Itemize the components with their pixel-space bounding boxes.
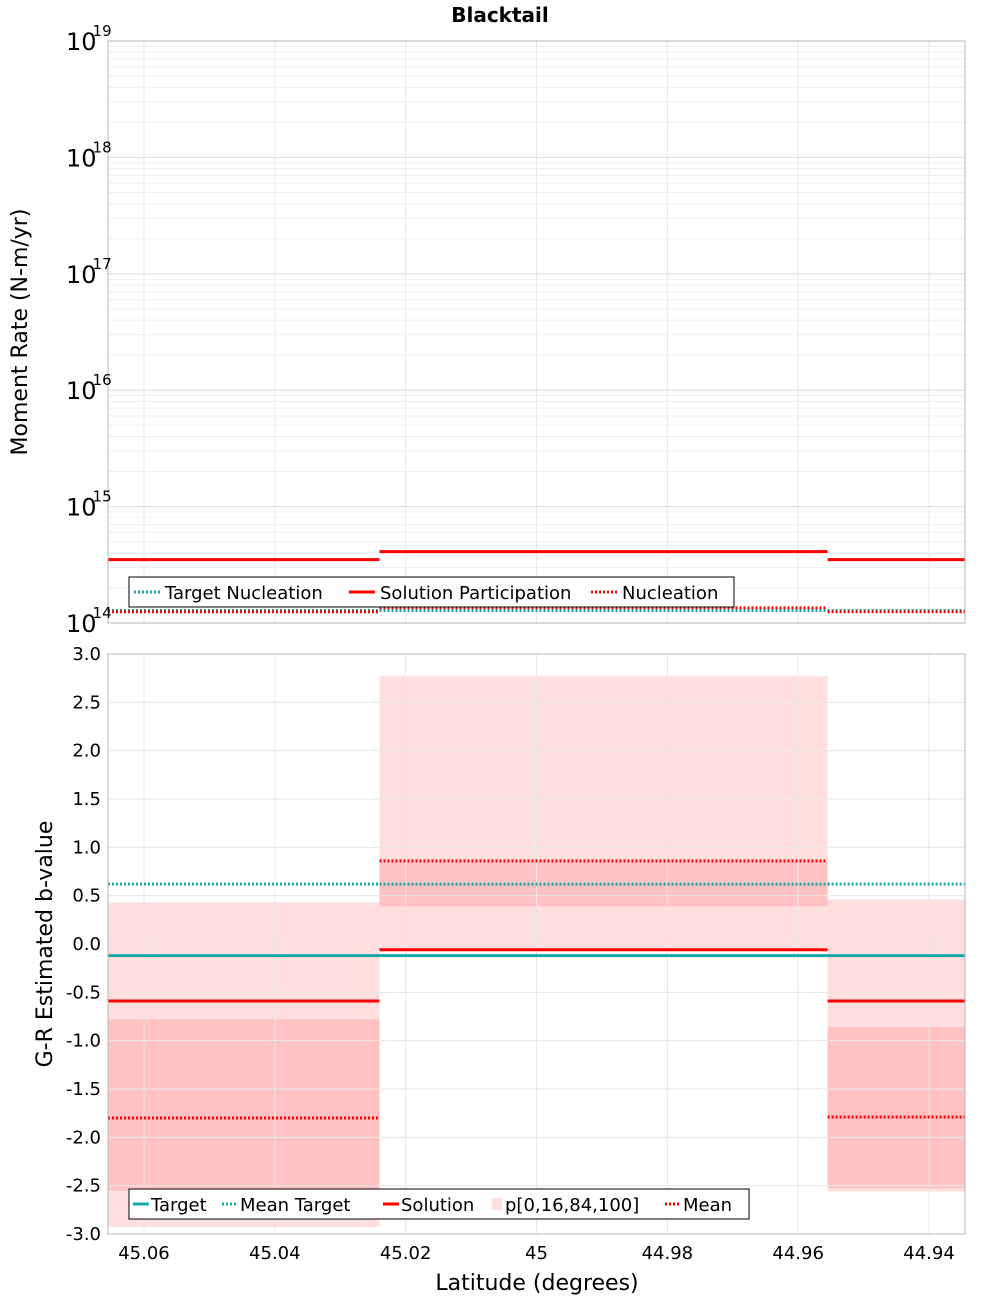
top-y-tick-label: 1016 — [66, 371, 112, 405]
tick-exponent: 15 — [93, 488, 112, 506]
tick-base: 10 — [66, 610, 97, 638]
bottom-legend-label: Target — [150, 1195, 207, 1216]
top-legend-box — [128, 576, 735, 608]
tick-exponent: 18 — [93, 138, 112, 156]
bottom-y-tick-label: -3.0 — [66, 1224, 101, 1245]
bottom-legend-label: Solution — [401, 1195, 474, 1216]
tick-exponent: 19 — [93, 22, 112, 40]
bottom-x-tick-label: 44.94 — [903, 1243, 955, 1264]
top-legend-label: Nucleation — [622, 583, 718, 604]
top-y-tick-label: 1014 — [66, 604, 112, 638]
top-y-tick-label: 1018 — [66, 138, 112, 172]
bottom-x-tick-label: 45.06 — [118, 1243, 170, 1264]
tick-base: 10 — [66, 144, 97, 172]
bottom-series — [108, 859, 965, 1120]
percentile-band-inner — [827, 1027, 965, 1189]
tick-base: 10 — [66, 261, 97, 289]
tick-base: 10 — [66, 377, 97, 405]
percentile-band-outer — [827, 899, 965, 1192]
bottom-legend-label: Mean — [683, 1195, 732, 1216]
top-legend-label: Solution Participation — [380, 583, 571, 604]
bottom-x-tick-label: 45.02 — [380, 1243, 432, 1264]
bottom-plot-frame — [107, 653, 966, 1235]
bottom-legend-box — [128, 1188, 750, 1220]
bottom-y-tick-label: -2.0 — [66, 1127, 101, 1148]
bottom-y-tick-label: -1.0 — [66, 1031, 101, 1052]
percentile-band-outer — [379, 676, 828, 949]
bottom-x-tick-label: 45 — [525, 1243, 548, 1264]
bottom-legend-label: p[0,16,84,100] — [505, 1195, 639, 1216]
bottom-y-tick-label: 1.5 — [72, 789, 101, 810]
bottom-y-tick-label: -2.5 — [66, 1176, 101, 1197]
b-value-panel: -3.0 -2.5 -2.0 -1.5 -1.0 -0.5 0.0 0.5 1.0 1.5 2.0 2… — [33, 644, 966, 1296]
bottom-y-axis-label: G-R Estimated b-value — [33, 821, 58, 1068]
bottom-legend: Target Mean Target Solution p[0,16,84,100] M… — [128, 1188, 750, 1220]
bottom-x-tick-label: 44.98 — [642, 1243, 694, 1264]
top-series — [108, 550, 965, 614]
percentile-band-inner — [108, 1019, 380, 1191]
top-y-tick-label: 1019 — [66, 22, 112, 56]
bottom-y-tick-label: 1.0 — [72, 837, 101, 858]
bottom-y-tick-label: 2.0 — [72, 741, 101, 762]
top-y-tick-label: 1015 — [66, 488, 112, 522]
tick-exponent: 16 — [93, 371, 112, 389]
top-legend: Target Nucleation Solution Participation N… — [128, 576, 735, 608]
top-legend-label: Target Nucleation — [164, 583, 323, 604]
chart-title: Blacktail — [451, 3, 549, 27]
top-y-axis-label: Moment Rate (N-m/yr) — [8, 209, 33, 456]
bottom-bands — [108, 676, 965, 1228]
bottom-x-axis-label: Latitude (degrees) — [435, 1271, 638, 1296]
top-grid — [108, 41, 965, 624]
bottom-y-tick-label: -1.5 — [66, 1079, 101, 1100]
bottom-legend-swatch — [492, 1198, 502, 1210]
tick-base: 10 — [66, 28, 97, 56]
bottom-y-tick-label: 0.0 — [72, 934, 101, 955]
bottom-y-ticks: -3.0 -2.5 -2.0 -1.5 -1.0 -0.5 0.0 0.5 1.0 1.5 2.0 2… — [66, 644, 101, 1245]
top-y-tick-label: 1017 — [66, 255, 112, 289]
bottom-legend-label: Mean Target — [240, 1195, 350, 1216]
tick-exponent: 14 — [93, 604, 112, 622]
tick-base: 10 — [66, 494, 97, 522]
tick-exponent: 17 — [93, 255, 112, 273]
bottom-x-tick-label: 45.04 — [249, 1243, 301, 1264]
bottom-x-tick-label: 44.96 — [772, 1243, 824, 1264]
bottom-y-tick-label: -0.5 — [66, 982, 101, 1003]
bottom-y-tick-label: 3.0 — [72, 644, 101, 665]
top-plot-frame — [107, 40, 966, 624]
bottom-y-tick-label: 0.5 — [72, 886, 101, 907]
bottom-y-tick-label: 2.5 — [72, 692, 101, 713]
